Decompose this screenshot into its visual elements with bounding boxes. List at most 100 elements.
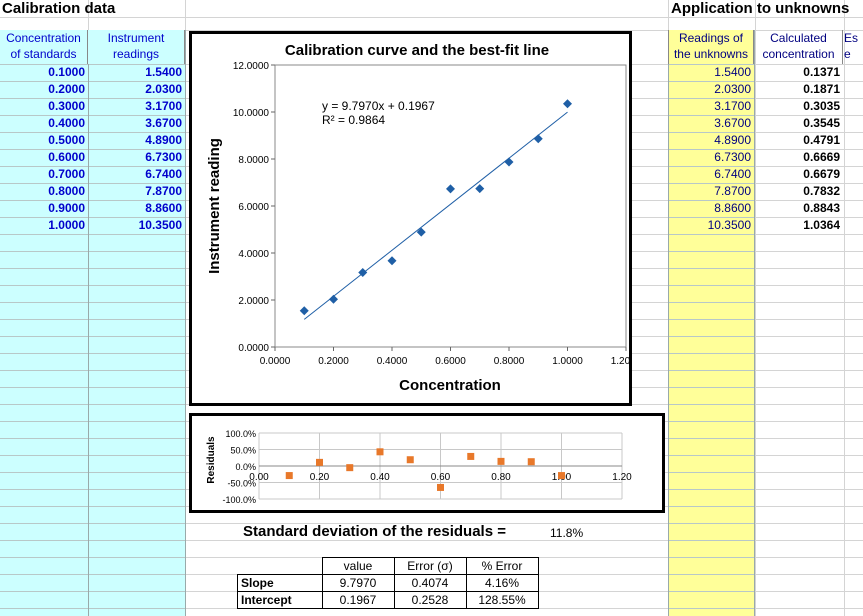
calc-header-line1: Calculated: [770, 31, 827, 45]
resid-x-tick-label: 0.80: [491, 472, 511, 483]
data-point: [446, 184, 455, 194]
calculated-conc-cell[interactable]: 0.6669: [803, 150, 840, 164]
data-point: [563, 99, 572, 109]
fill-row-line: [668, 149, 754, 150]
grid-row-line: [0, 523, 863, 524]
unknown-reading-cell[interactable]: 3.6700: [714, 116, 751, 130]
unknown-reading-cell[interactable]: 3.1700: [714, 99, 751, 113]
standard-conc-cell[interactable]: 0.3000: [48, 99, 85, 113]
unknown-reading-cell[interactable]: 10.3500: [707, 218, 751, 232]
calculated-conc-header[interactable]: Calculated concentration: [755, 30, 843, 64]
fill-row-line: [0, 557, 185, 558]
fill-row-line: [668, 523, 754, 524]
calculated-conc-cell[interactable]: 0.1371: [803, 65, 840, 79]
fill-row-line: [0, 455, 185, 456]
fill-row-line: [0, 98, 185, 99]
standard-reading-cell[interactable]: 1.5400: [145, 65, 182, 79]
standard-reading-cell[interactable]: 10.3500: [138, 218, 182, 232]
stats-intercept-value[interactable]: 0.1967: [321, 591, 395, 609]
y-tick-label: 10.0000: [233, 108, 270, 119]
calculated-conc-cell[interactable]: 0.1871: [803, 82, 840, 96]
y-tick-label: 6.0000: [238, 202, 269, 213]
standard-reading-cell[interactable]: 6.7300: [145, 150, 182, 164]
standard-conc-cell[interactable]: 0.5000: [48, 133, 85, 147]
stats-intercept-error[interactable]: 0.2528: [393, 591, 467, 609]
fill-col-line: [668, 30, 669, 616]
standard-conc-cell[interactable]: 0.8000: [48, 184, 85, 198]
unknown-reading-cell[interactable]: 1.5400: [714, 65, 751, 79]
calculated-conc-cell[interactable]: 0.6679: [803, 167, 840, 181]
standard-reading-cell[interactable]: 8.8600: [145, 201, 182, 215]
estimated-header[interactable]: Es e: [844, 30, 863, 64]
residual-point: [497, 457, 505, 465]
calibration-chart[interactable]: Calibration curve and the best-fit line 0…: [189, 31, 642, 406]
fill-row-line: [668, 472, 754, 473]
standard-reading-cell[interactable]: 3.6700: [145, 116, 182, 130]
standard-reading-cell[interactable]: 3.1700: [145, 99, 182, 113]
fill-row-line: [668, 64, 754, 65]
standard-conc-cell[interactable]: 0.9000: [48, 201, 85, 215]
unknown-reading-cell[interactable]: 7.8700: [714, 184, 751, 198]
standard-conc-cell[interactable]: 0.6000: [48, 150, 85, 164]
fill-row-line: [668, 557, 754, 558]
resid-x-tick-label: 0.60: [431, 472, 451, 483]
fill-row-line: [0, 336, 185, 337]
calculated-conc-cell[interactable]: 1.0364: [803, 218, 840, 232]
fill-row-line: [0, 166, 185, 167]
residual-point: [467, 452, 475, 460]
calculated-conc-cell[interactable]: 0.3035: [803, 99, 840, 113]
y-tick-label: 0.0000: [238, 343, 269, 354]
resid-y-tick-label: 50.0%: [230, 446, 256, 456]
standard-conc-cell[interactable]: 1.0000: [48, 218, 85, 232]
application-title: Application to unknowns: [671, 0, 850, 17]
stdev-value[interactable]: 11.8%: [550, 526, 584, 540]
resid-x-tick-label: 0.00: [249, 472, 269, 483]
standard-conc-cell[interactable]: 0.1000: [48, 65, 85, 79]
residual-point: [316, 458, 323, 466]
residuals-chart[interactable]: 100.0% 50.0% 0.0% -50.0% -100.0% 0.00 0.20 0.40…: [189, 413, 665, 513]
standard-reading-cell[interactable]: 2.0300: [145, 82, 182, 96]
stats-slope-error[interactable]: 0.4074: [393, 574, 467, 592]
unknown-reading-cell[interactable]: 8.8600: [714, 201, 751, 215]
calculated-conc-cell[interactable]: 0.3545: [803, 116, 840, 130]
stats-slope-pct[interactable]: 4.16%: [465, 574, 539, 592]
resid-y-tick-label: 0.0%: [235, 462, 256, 472]
calculated-conc-cell[interactable]: 0.7832: [803, 184, 840, 198]
unknown-reading-cell[interactable]: 6.7400: [714, 167, 751, 181]
standard-reading-cell[interactable]: 6.7400: [145, 167, 182, 181]
fill-row-line: [0, 251, 185, 252]
unknown-reading-cell[interactable]: 4.8900: [714, 133, 751, 147]
standard-reading-cell[interactable]: 7.8700: [145, 184, 182, 198]
instrument-readings-header[interactable]: Instrument readings: [88, 30, 185, 64]
fill-row-line: [668, 234, 754, 235]
standard-conc-cell[interactable]: 0.7000: [48, 167, 85, 181]
fill-row-line: [0, 540, 185, 541]
readings-unknowns-header[interactable]: Readings of the unknowns: [668, 30, 754, 64]
unk-header-line1: Readings of: [678, 31, 744, 45]
calculated-conc-cell[interactable]: 0.4791: [803, 133, 840, 147]
unknown-reading-cell[interactable]: 2.0300: [714, 82, 751, 96]
stats-intercept-pct[interactable]: 128.55%: [465, 591, 539, 609]
fill-row-line: [668, 353, 754, 354]
fill-row-line: [668, 200, 754, 201]
fill-row-line: [0, 591, 185, 592]
standard-reading-cell[interactable]: 4.8900: [145, 133, 182, 147]
unknown-reading-cell[interactable]: 6.7300: [714, 150, 751, 164]
standard-conc-cell[interactable]: 0.4000: [48, 116, 85, 130]
y-tick-label: 4.0000: [238, 249, 269, 260]
unk-header-line2: the unknowns: [673, 47, 749, 61]
stats-row-slope: Slope 9.7970 0.4074 4.16%: [237, 574, 539, 592]
fill-row-line: [668, 591, 754, 592]
data-point: [299, 306, 309, 316]
stats-slope-value[interactable]: 9.7970: [321, 574, 395, 592]
x-tick-label: 0.0000: [260, 356, 291, 367]
calibration-data-title: Calibration data: [2, 0, 116, 17]
fill-row-line: [0, 81, 185, 82]
fill-row-line: [668, 115, 754, 116]
conc-standards-header[interactable]: Concentration of standards: [0, 30, 88, 64]
data-point: [329, 294, 338, 304]
fill-row-line: [0, 234, 185, 235]
standard-conc-cell[interactable]: 0.2000: [48, 82, 85, 96]
read-header-line1: Instrument: [107, 31, 165, 45]
calculated-conc-cell[interactable]: 0.8843: [803, 201, 840, 215]
